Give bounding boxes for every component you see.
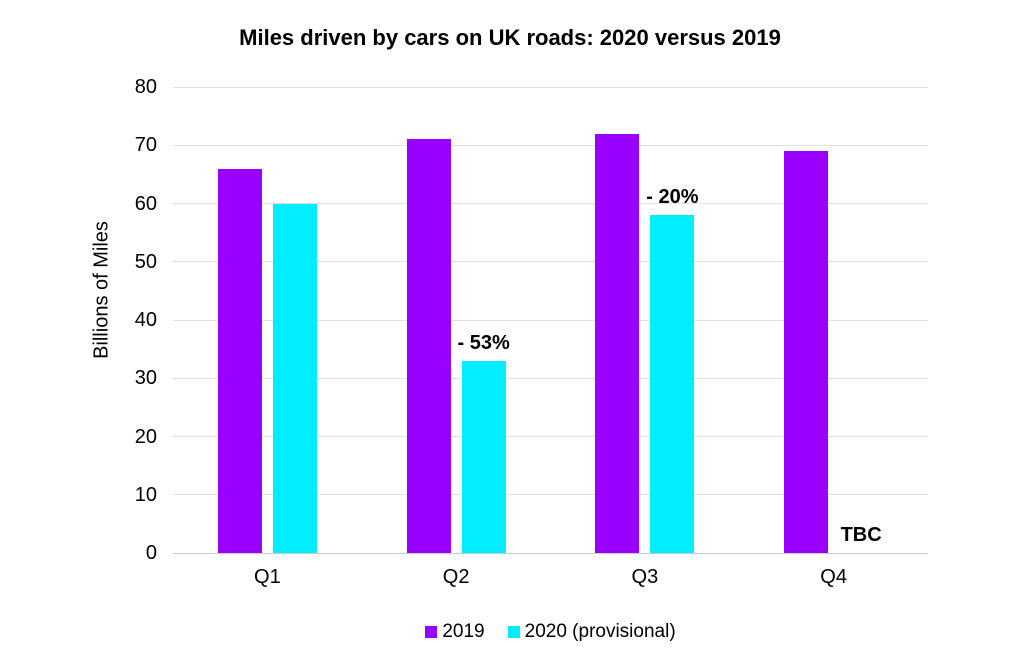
y-tick-label-70: 70: [134, 134, 157, 157]
legend-item-2019: 2019: [425, 621, 485, 643]
chart-title: Miles driven by cars on UK roads: 2020 v…: [239, 25, 781, 50]
x-tick-label-q4: Q4: [820, 566, 847, 588]
legend-label-2019: 2019: [442, 621, 485, 642]
gridline-20: [173, 436, 928, 437]
y-tick-label-20: 20: [134, 425, 157, 448]
y-tick-label-30: 30: [134, 367, 157, 390]
bar-2019-q4: [784, 151, 829, 553]
gridline-70: [173, 144, 928, 146]
plot-area: - 53% - 20% TBC: [173, 86, 928, 554]
x-tick-label-q2: Q2: [442, 566, 470, 588]
bar-2020-q1: [272, 203, 317, 553]
bar-2019-q3: [595, 133, 640, 553]
gridline-50: [173, 261, 928, 263]
legend-item-2020: 2020 (provisional): [507, 621, 676, 643]
gridline-0: [173, 552, 928, 554]
y-tick-label-60: 60: [134, 192, 157, 215]
bar-2019-q2: [406, 139, 451, 553]
y-tick-label-80: 80: [134, 76, 157, 98]
annotation-q3: - 20%: [646, 186, 699, 209]
y-tick-label-0: 0: [145, 542, 157, 564]
bar-2019-q1: [217, 168, 262, 553]
x-tick-label-q3: Q3: [631, 566, 659, 588]
y-tick-label-10: 10: [134, 483, 157, 506]
gridline-80: [173, 86, 928, 88]
annotation-q2: - 53%: [457, 331, 510, 354]
bar-2020-q2: [461, 360, 506, 553]
legend-label-2020: 2020 (provisional): [524, 621, 676, 642]
x-tick-label-q1: Q1: [254, 566, 281, 588]
y-axis-title: Billions of Miles: [90, 221, 113, 359]
bar-2020-q3: [650, 215, 695, 553]
annotation-q4: TBC: [840, 524, 882, 546]
legend-swatch-2020: [507, 626, 520, 638]
legend: 2019 2020 (provisional): [173, 621, 928, 643]
gridline-40: [173, 319, 928, 321]
legend-swatch-2019: [425, 626, 438, 638]
y-tick-label-40: 40: [134, 309, 157, 331]
gridline-10: [173, 494, 928, 496]
gridline-30: [173, 377, 928, 379]
y-tick-label-50: 50: [134, 250, 157, 273]
gridline-60: [173, 203, 928, 204]
